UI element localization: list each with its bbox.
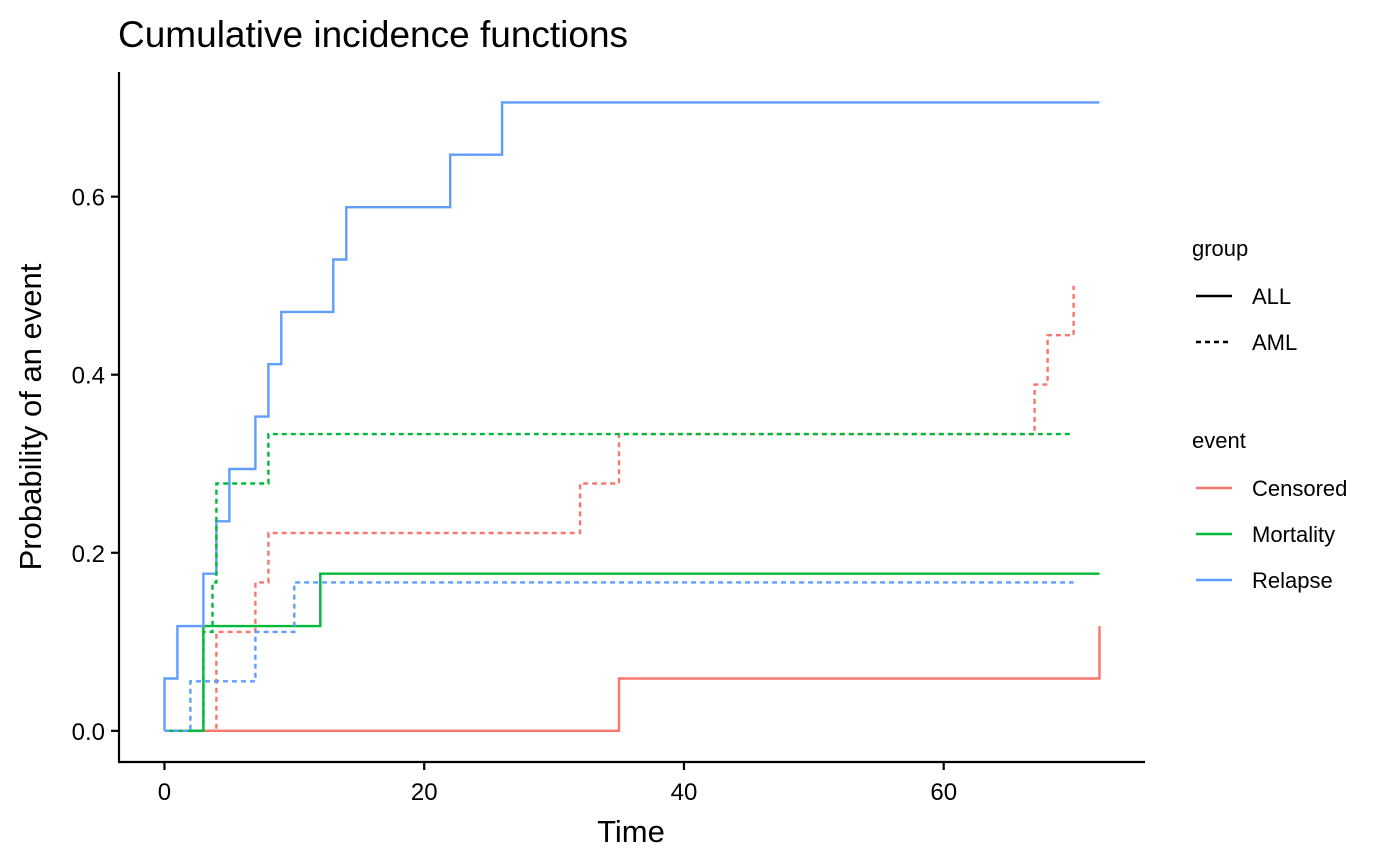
y-axis-title: Probability of an event — [13, 263, 48, 570]
series-line-mortality-all — [164, 572, 1100, 732]
legend-label-all: ALL — [1252, 284, 1291, 309]
chart-title: Cumulative incidence functions — [118, 14, 628, 55]
x-tick-label: 40 — [671, 779, 698, 806]
x-axis-title: Time — [597, 814, 665, 849]
series-line-mortality-aml — [164, 432, 1074, 732]
x-axis-ticks: 0 20 40 60 — [158, 762, 957, 806]
x-tick-label: 60 — [930, 779, 957, 806]
plot-lines — [163, 101, 1101, 732]
legend-label-relapse: Relapse — [1252, 568, 1333, 593]
legend-title-group: group — [1192, 236, 1248, 261]
series-line-censored-aml — [164, 285, 1075, 732]
y-tick-label: 0.2 — [72, 541, 105, 568]
y-tick-label: 0.6 — [72, 185, 105, 212]
x-tick-label: 20 — [411, 779, 438, 806]
legend-title-event: event — [1192, 428, 1246, 453]
x-tick-label: 0 — [158, 779, 171, 806]
series-line-censored-all — [164, 626, 1101, 732]
series-line-relapse-all — [163, 101, 1100, 731]
legend-label-aml: AML — [1252, 330, 1297, 355]
y-tick-label: 0.0 — [72, 719, 105, 746]
legend-label-mortality: Mortality — [1252, 522, 1335, 547]
y-axis-ticks: 0.0 0.2 0.4 0.6 — [72, 185, 119, 746]
legend-label-censored: Censored — [1252, 476, 1347, 501]
series-line-relapse-aml — [164, 581, 1074, 732]
y-tick-label: 0.4 — [72, 363, 105, 390]
